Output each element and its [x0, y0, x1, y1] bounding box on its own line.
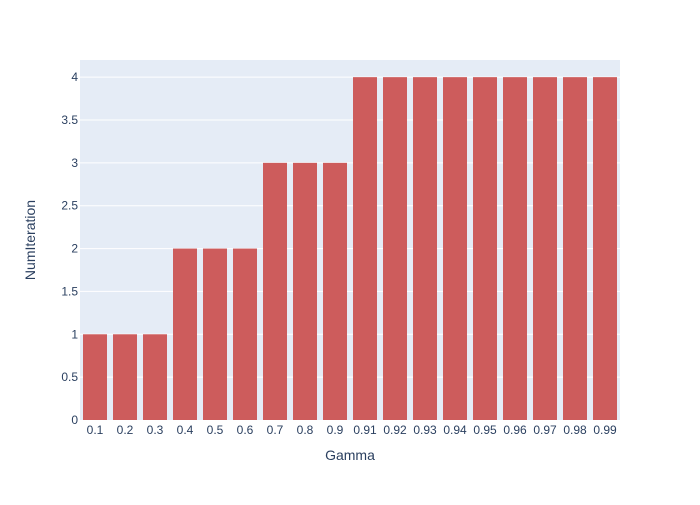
bar: [233, 248, 257, 420]
y-tick-label: 0.5: [61, 370, 78, 384]
x-tick-label: 0.4: [177, 423, 194, 437]
y-tick-labels: 0 0.5 1 1.5 2 2.5 3 3.5 4: [61, 70, 78, 427]
x-tick-label: 0.2: [117, 423, 134, 437]
y-tick-label: 0: [71, 413, 78, 427]
bar: [413, 77, 437, 421]
x-tick-label: 0.6: [237, 423, 254, 437]
bar: [563, 77, 587, 421]
x-tick-label: 0.8: [297, 423, 314, 437]
x-axis-title: Gamma: [325, 447, 375, 463]
bar: [113, 334, 137, 420]
bar: [503, 77, 527, 421]
bar: [203, 248, 227, 420]
x-tick-label: 0.92: [383, 423, 407, 437]
y-tick-label: 2.5: [61, 199, 78, 213]
gridlines: [80, 76, 620, 378]
bar: [443, 77, 467, 421]
x-tick-label: 0.9: [327, 423, 344, 437]
bar: [473, 77, 497, 421]
bar: [83, 334, 107, 420]
y-tick-label: 3: [71, 156, 78, 170]
bars: [83, 77, 617, 421]
x-tick-label: 0.94: [443, 423, 467, 437]
bar: [353, 77, 377, 421]
bar: [263, 162, 287, 420]
x-tick-label: 0.91: [353, 423, 377, 437]
x-tick-label: 0.99: [593, 423, 617, 437]
x-tick-label: 0.98: [563, 423, 587, 437]
bar: [293, 162, 317, 420]
x-tick-label: 0.3: [147, 423, 164, 437]
bar: [323, 162, 347, 420]
y-tick-label: 1.5: [61, 284, 78, 298]
x-tick-label: 0.95: [473, 423, 497, 437]
bar: [383, 77, 407, 421]
bar: [173, 248, 197, 420]
y-axis-title: NumIteration: [22, 200, 38, 280]
x-tick-label: 0.5: [207, 423, 224, 437]
x-tick-label: 0.96: [503, 423, 527, 437]
y-tick-label: 3.5: [61, 113, 78, 127]
y-tick-label: 4: [71, 70, 78, 84]
x-tick-label: 0.7: [267, 423, 284, 437]
y-tick-label: 2: [71, 242, 78, 256]
x-tick-label: 0.93: [413, 423, 437, 437]
bar: [593, 77, 617, 421]
x-tick-label: 0.1: [87, 423, 104, 437]
bar: [143, 334, 167, 420]
x-tick-labels: 0.1 0.2 0.3 0.4 0.5 0.6 0.7 0.8 0.9 0.91 0.92 0.93 0…: [87, 423, 617, 437]
y-tick-label: 1: [71, 327, 78, 341]
bar: [533, 77, 557, 421]
x-tick-label: 0.97: [533, 423, 557, 437]
